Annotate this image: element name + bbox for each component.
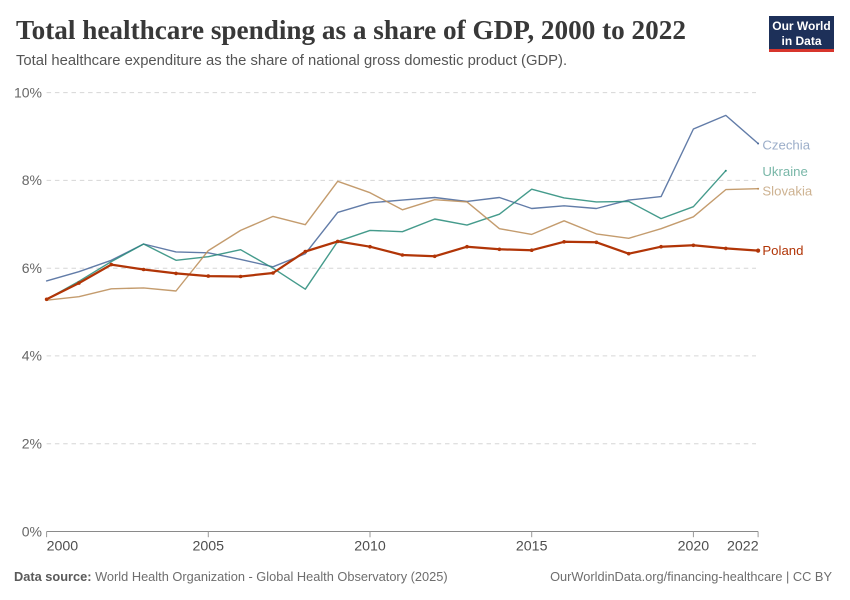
svg-text:2022: 2022 xyxy=(727,539,759,555)
svg-text:Czechia: Czechia xyxy=(762,138,810,153)
svg-text:2005: 2005 xyxy=(193,539,225,555)
svg-text:2015: 2015 xyxy=(516,539,548,555)
svg-text:2010: 2010 xyxy=(354,539,386,555)
svg-text:2020: 2020 xyxy=(678,539,710,555)
svg-text:Slovakia: Slovakia xyxy=(762,184,813,199)
svg-text:4%: 4% xyxy=(22,348,42,364)
svg-text:Poland: Poland xyxy=(762,243,803,258)
svg-text:Ukraine: Ukraine xyxy=(762,164,807,179)
svg-text:2000: 2000 xyxy=(47,539,79,555)
svg-text:6%: 6% xyxy=(22,260,42,276)
svg-text:8%: 8% xyxy=(22,172,42,188)
svg-text:10%: 10% xyxy=(14,84,42,100)
svg-text:0%: 0% xyxy=(22,523,42,539)
svg-text:2%: 2% xyxy=(22,436,42,452)
